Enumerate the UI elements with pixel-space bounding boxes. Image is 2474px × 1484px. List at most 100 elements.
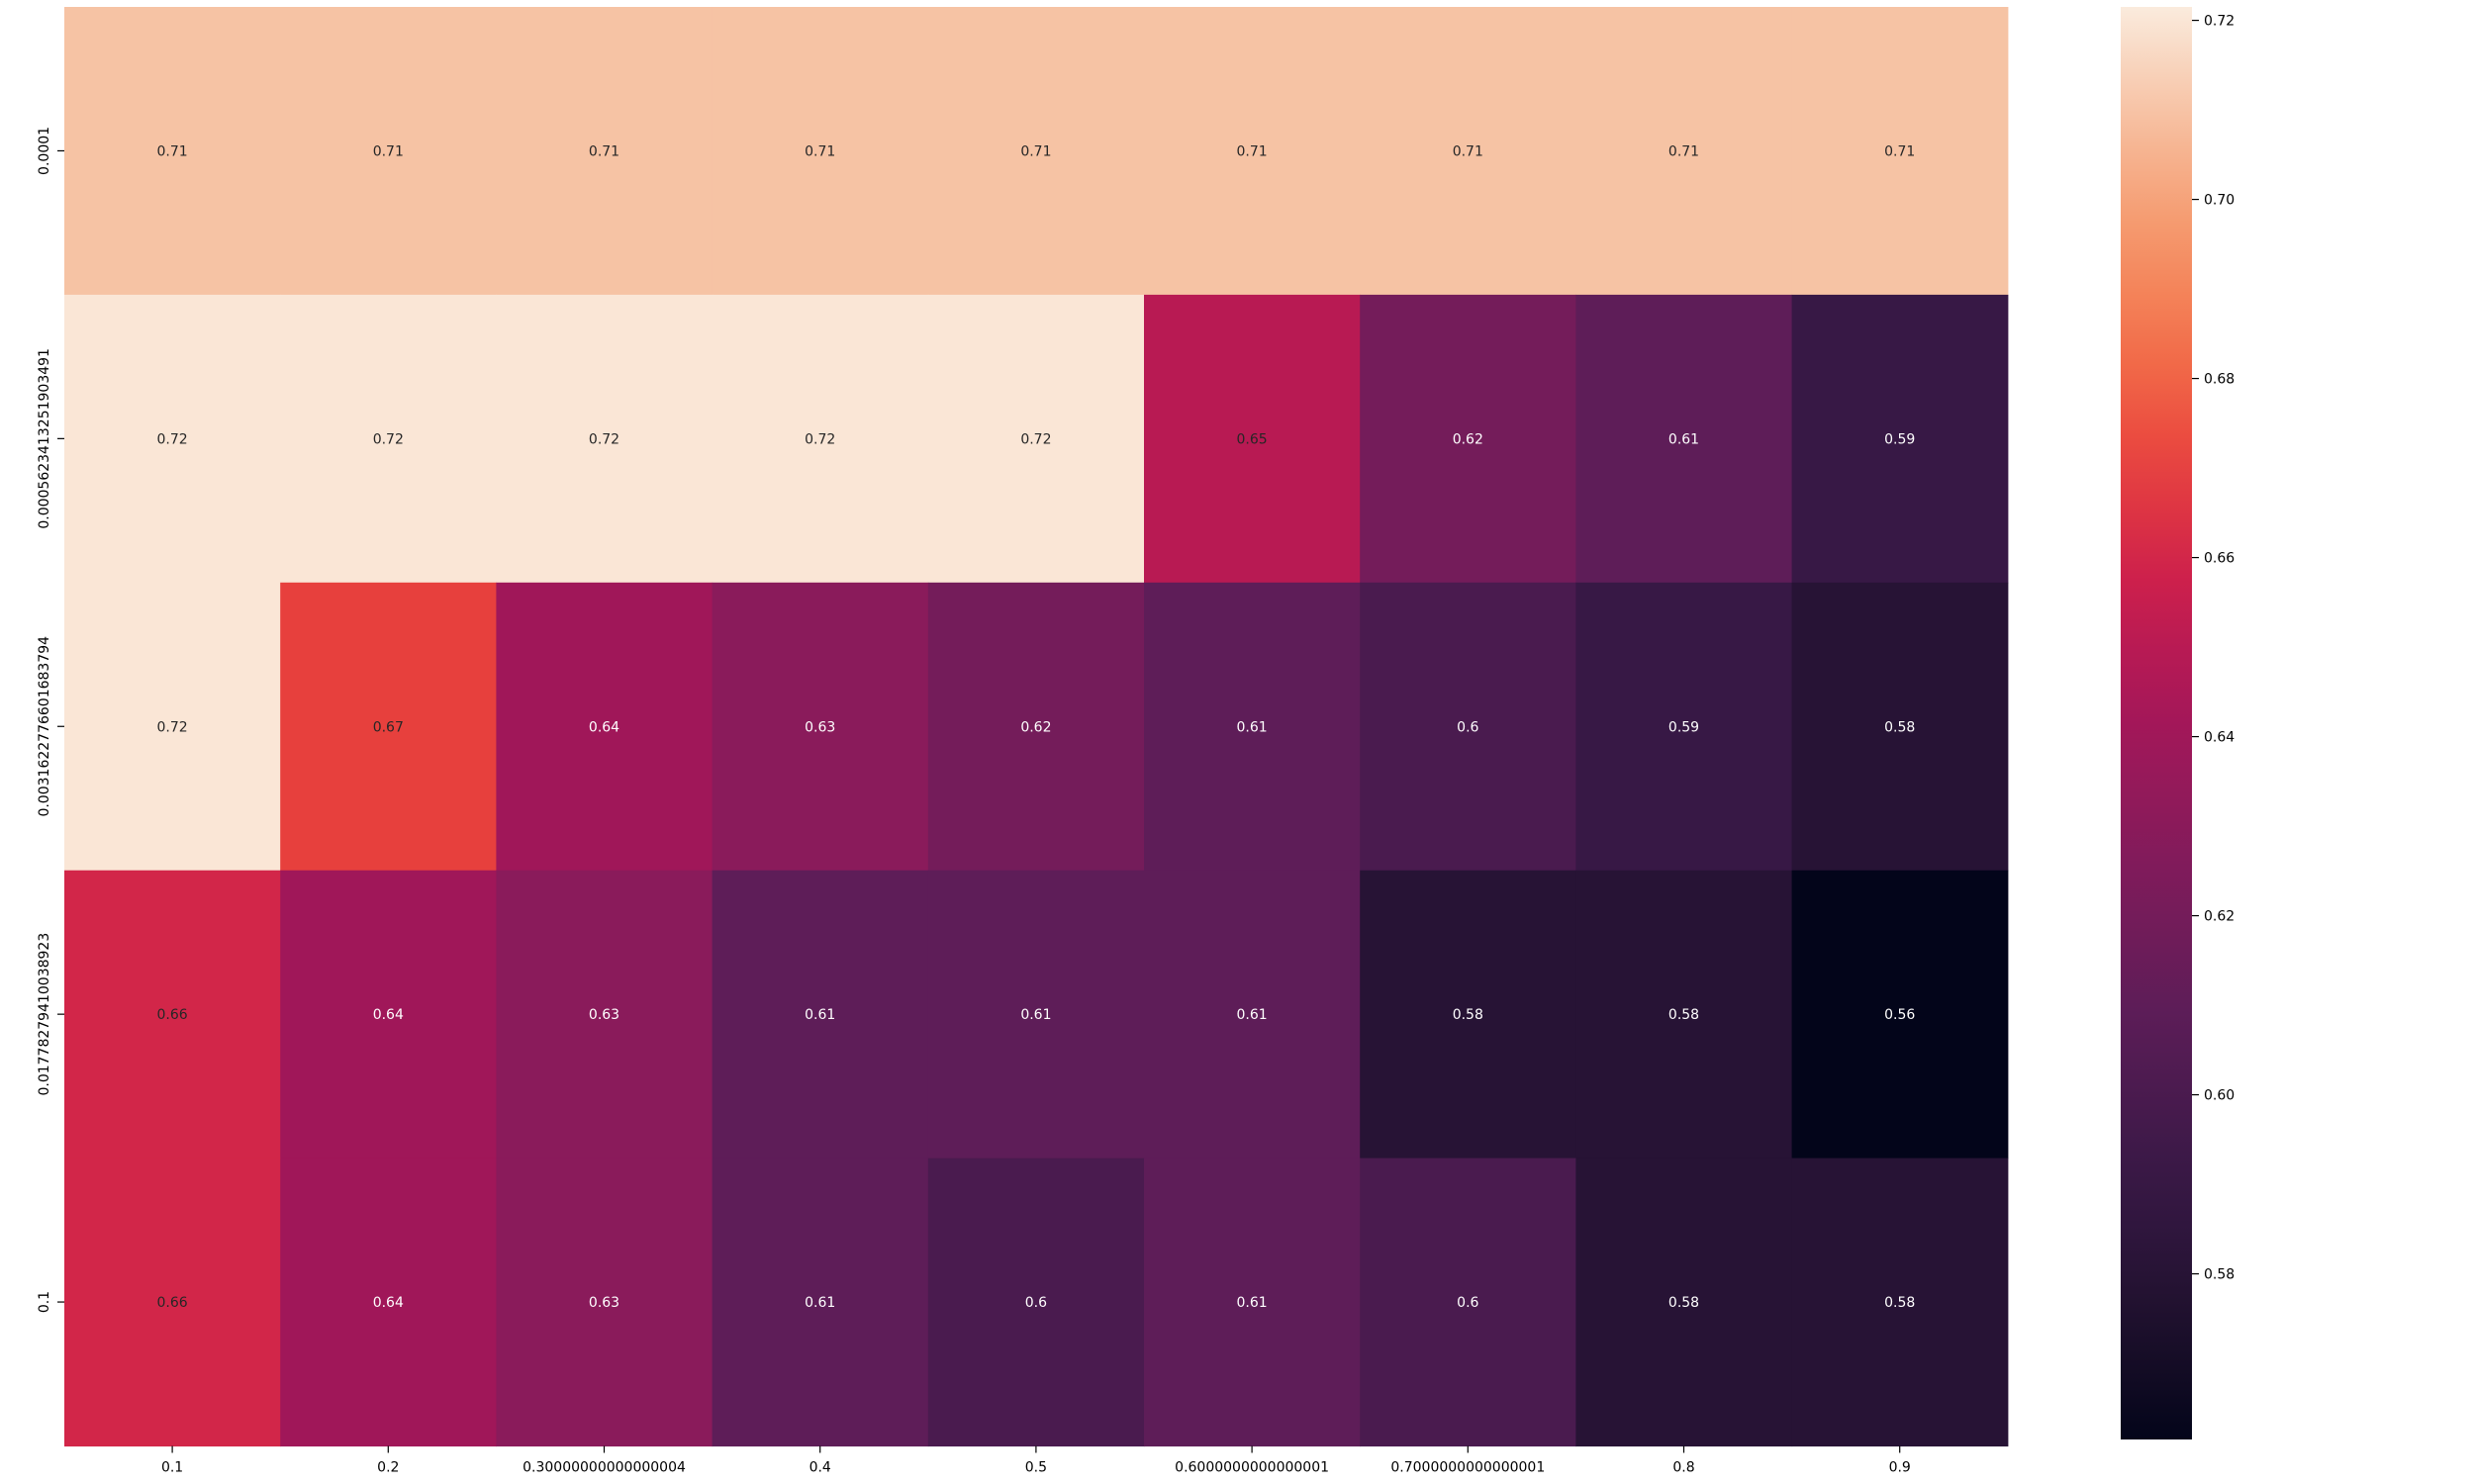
cell-annotation: 0.63 [805,719,835,735]
heatmap-cell [712,294,929,584]
cell-annotation: 0.58 [1453,1007,1483,1023]
heatmap-cell [496,870,714,1159]
cell-annotation: 0.62 [1453,431,1483,447]
cell-annotation: 0.6 [1457,719,1478,735]
heatmap-cell [280,294,497,584]
heatmap-cell [1144,1158,1361,1447]
colorbar-tick-label: 0.58 [2204,1267,2235,1283]
colorbar-tick-label: 0.72 [2204,14,2235,30]
heatmap-cell [496,582,714,872]
cell-annotation: 0.72 [1020,431,1051,447]
colorbar-tick-label: 0.60 [2204,1088,2235,1104]
cell-annotation: 0.71 [589,143,619,159]
cell-annotation: 0.61 [805,1295,835,1311]
heatmap-cell [496,7,714,296]
cell-annotation: 0.64 [589,719,619,735]
heatmap-cell [1144,7,1361,296]
colorbar-tick-label: 0.62 [2204,909,2235,925]
x-tick-label: 0.2 [377,1460,399,1476]
y-tick-label: 0.0005623413251903491 [37,348,52,529]
colorbar-tick-label: 0.66 [2204,551,2235,567]
cell-annotation: 0.71 [1668,143,1699,159]
heatmap-cell [64,7,281,296]
heatmap-cell [1575,7,1793,296]
cell-annotation: 0.71 [157,143,188,159]
heatmap-cell [280,1158,497,1447]
heatmap-cell [1144,294,1361,584]
heatmap-cell [1575,870,1793,1159]
heatmap-cell [712,582,929,872]
colorbar-tick-label: 0.64 [2204,730,2235,746]
y-tick-label: 0.1 [37,1291,52,1313]
colorbar-tick-label: 0.70 [2204,193,2235,209]
heatmap-cell [496,294,714,584]
y-tick-label: 0.0031622776601683794 [37,636,52,817]
cell-annotation: 0.58 [1668,1007,1699,1023]
x-tick-label: 0.7000000000000001 [1390,1460,1545,1476]
cell-annotation: 0.71 [805,143,835,159]
heatmap-cell [927,294,1145,584]
heatmap-cell [280,870,497,1159]
heatmap-cell [1360,7,1576,296]
heatmap-cell [280,582,497,872]
heatmap-cell [712,1158,929,1447]
heatmap-cell [64,1158,281,1447]
heatmap-cell [1791,294,2009,584]
heatmap-cell [1360,294,1576,584]
cell-annotation: 0.72 [589,431,619,447]
heatmap-cell [1575,582,1793,872]
heatmap-cell [1360,870,1576,1159]
cell-annotation: 0.67 [373,719,404,735]
cell-annotation: 0.6 [1025,1295,1047,1311]
heatmap-cell [1360,1158,1576,1447]
x-tick-label: 0.9 [1889,1460,1911,1476]
cell-annotation: 0.71 [1884,143,1915,159]
heatmap-cell [1791,7,2009,296]
cell-annotation: 0.72 [373,431,404,447]
cell-annotation: 0.65 [1237,431,1268,447]
cell-annotation: 0.61 [805,1007,835,1023]
heatmap-cell [1791,870,2009,1159]
colorbar: 0.58 0.60 0.62 0.64 0.66 0.68 0.70 0.72 [2121,7,2235,1439]
cell-annotation: 0.72 [157,431,188,447]
cell-annotation: 0.62 [1020,719,1051,735]
cell-annotation: 0.61 [1237,1295,1268,1311]
cell-annotation: 0.61 [1237,1007,1268,1023]
cell-annotation: 0.72 [805,431,835,447]
x-axis: 0.1 0.2 0.30000000000000004 0.4 0.5 0.6000000… [161,1445,1911,1476]
cell-annotation: 0.64 [373,1295,404,1311]
colorbar-gradient [2121,7,2192,1439]
heatmap-cell [1360,582,1576,872]
heatmap-cell [927,870,1145,1159]
y-tick-label: 0.01778279410038923 [37,933,52,1096]
cell-annotation: 0.72 [157,719,188,735]
x-tick-label: 0.8 [1672,1460,1694,1476]
cell-annotation: 0.66 [157,1295,188,1311]
heatmap-cell [1575,1158,1793,1447]
heatmap-cell [1791,582,2009,872]
heatmap-cell [1144,870,1361,1159]
cell-annotation: 0.64 [373,1007,404,1023]
cell-annotation: 0.71 [1453,143,1483,159]
heatmap-cell [927,582,1145,872]
y-tick-label: 0.0001 [37,127,52,175]
x-tick-label: 0.1 [161,1460,183,1476]
heatmap-cell [927,7,1145,296]
x-tick-label: 0.5 [1025,1460,1047,1476]
cell-annotation: 0.56 [1884,1007,1915,1023]
cell-annotation: 0.61 [1020,1007,1051,1023]
y-axis: 0.0001 0.0005623413251903491 0.00316227766… [37,127,64,1313]
x-tick-label: 0.30000000000000004 [523,1460,686,1476]
cell-annotation: 0.66 [157,1007,188,1023]
cell-annotation: 0.63 [589,1007,619,1023]
cell-annotation: 0.59 [1884,431,1915,447]
cell-annotation: 0.71 [373,143,404,159]
cell-annotation: 0.71 [1237,143,1268,159]
cell-annotation: 0.58 [1884,1295,1915,1311]
heatmap-cell [712,870,929,1159]
cell-annotation: 0.61 [1668,431,1699,447]
heatmap-cell [712,7,929,296]
heatmap-cell [496,1158,714,1447]
cell-annotation: 0.59 [1668,719,1699,735]
